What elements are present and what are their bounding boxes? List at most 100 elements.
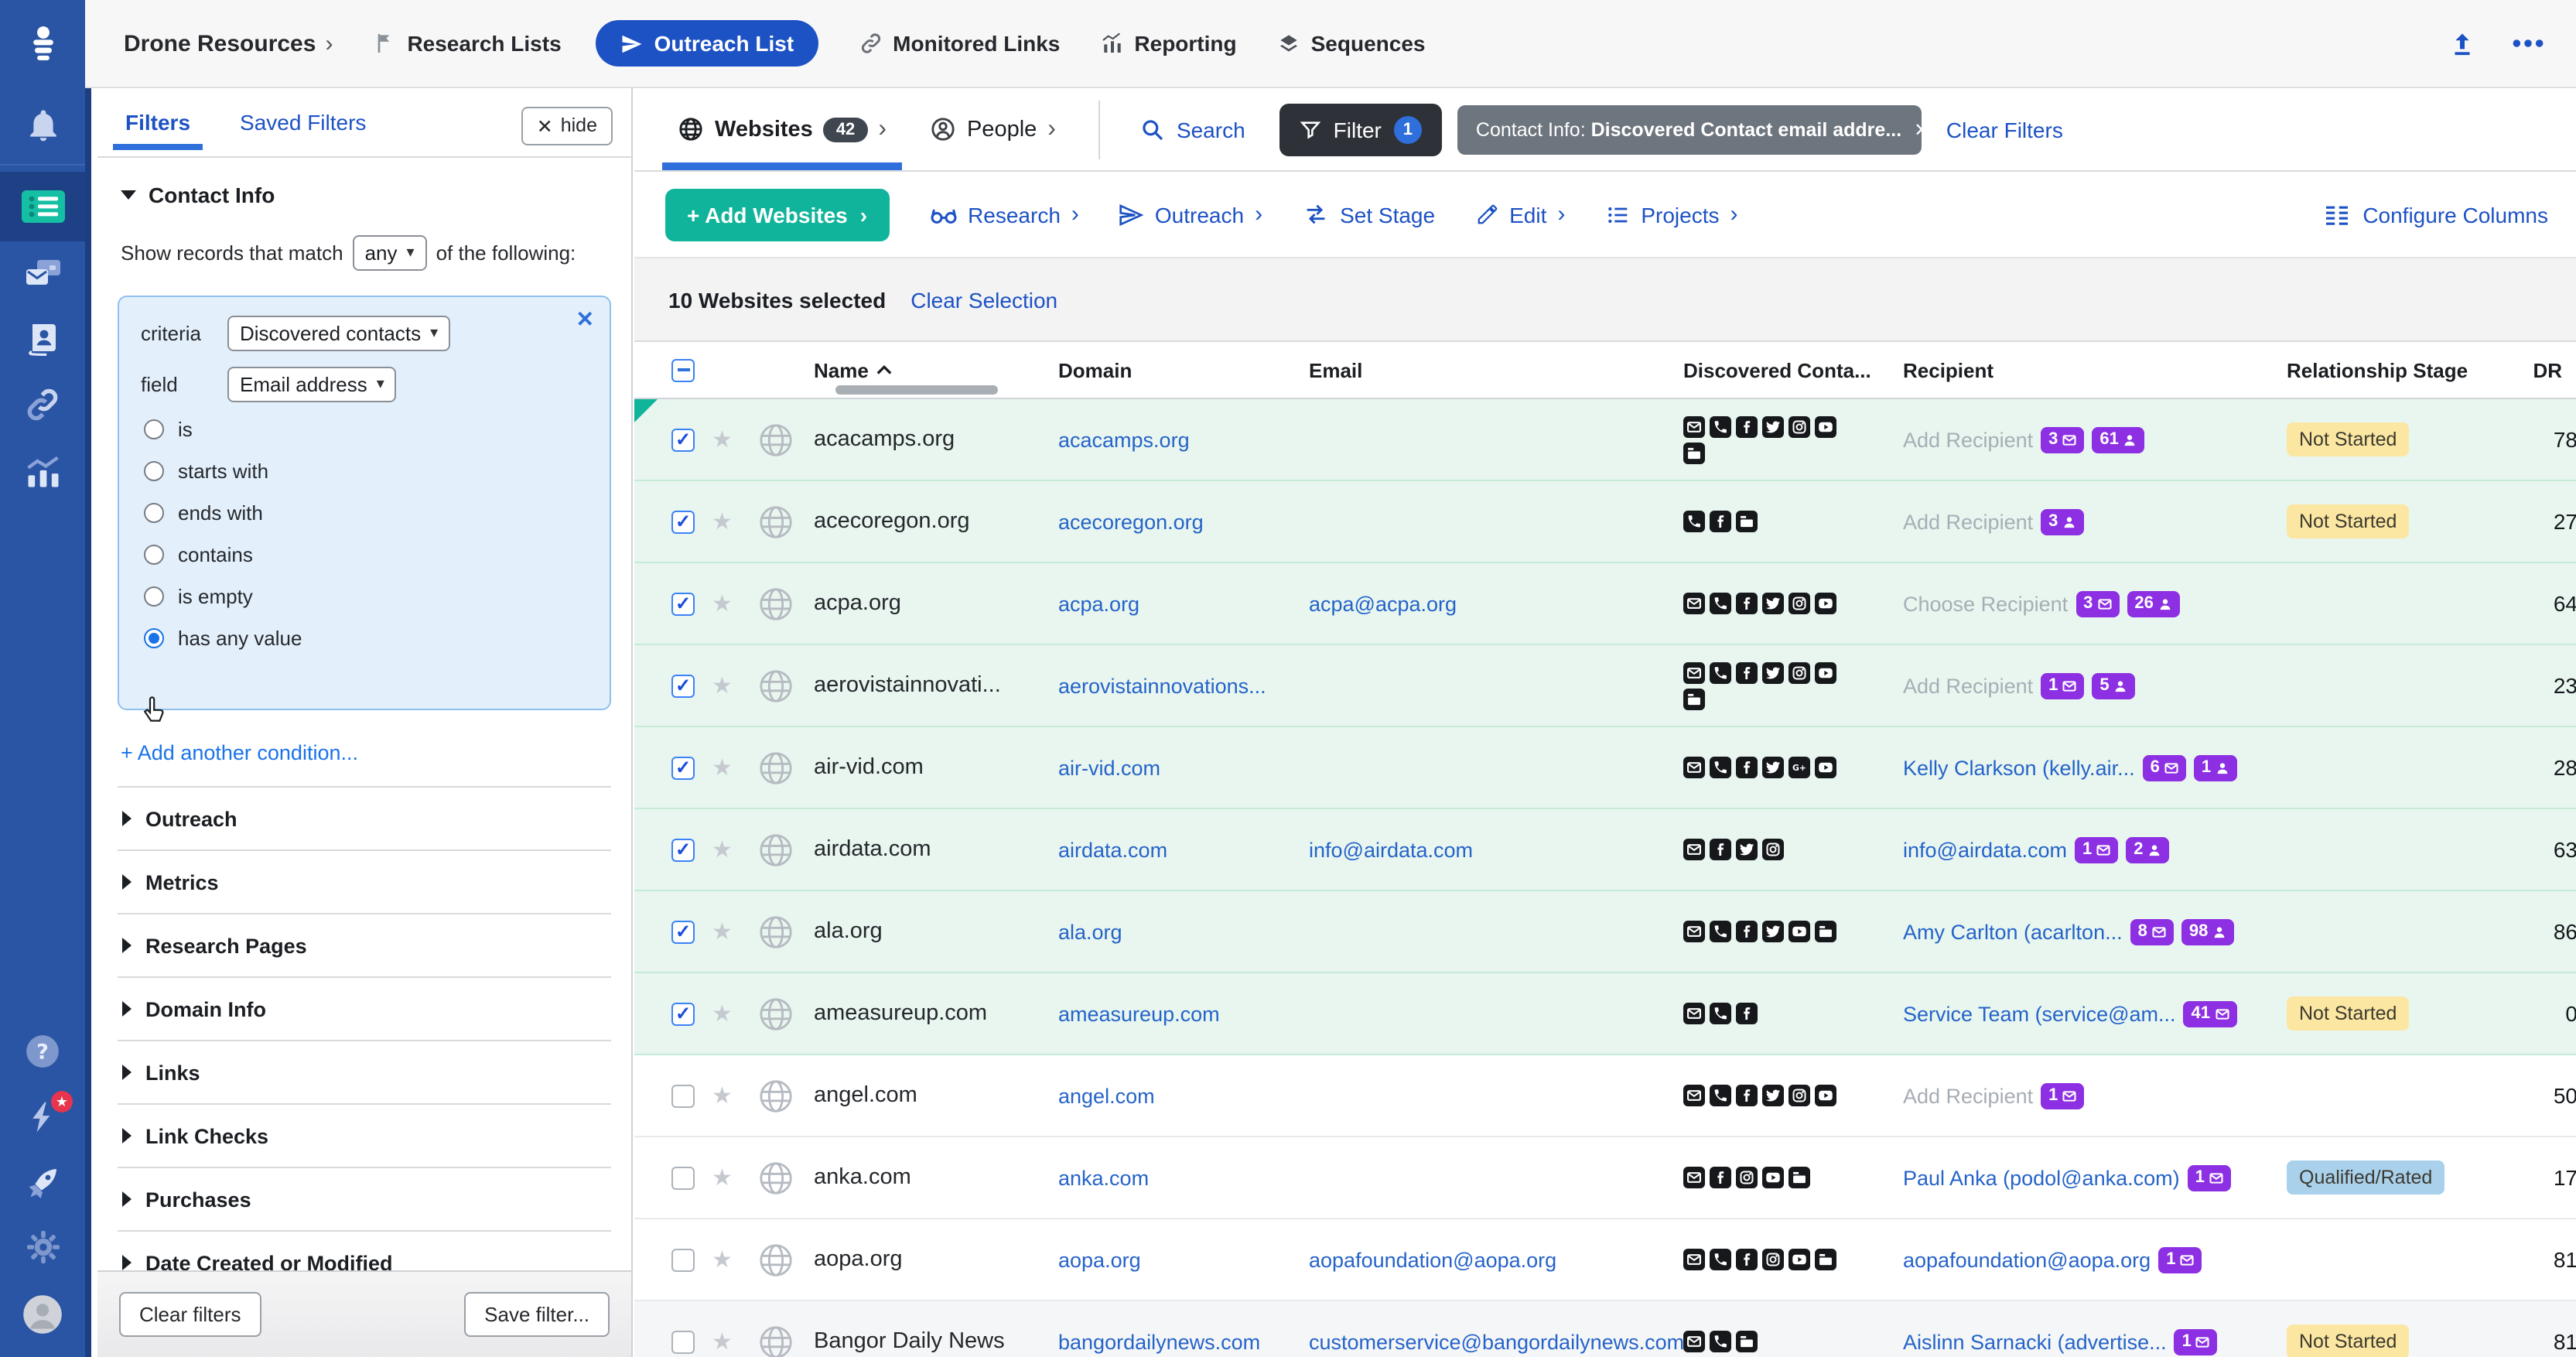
workspace-menu[interactable]: Drone Resources › — [124, 30, 333, 56]
website-name[interactable]: anka.com — [814, 1165, 911, 1190]
facebook-icon[interactable] — [1736, 757, 1758, 778]
website-name[interactable]: air-vid.com — [814, 755, 924, 780]
remove-condition-icon[interactable]: ✕ — [576, 306, 594, 331]
website-email-link[interactable]: aopafoundation@aopa.org — [1309, 1248, 1557, 1271]
filter-section-metrics[interactable]: Metrics — [118, 851, 611, 914]
website-name[interactable]: acpa.org — [814, 591, 901, 616]
radio-option-is[interactable]: is — [144, 418, 591, 441]
notifications-bell-icon[interactable] — [0, 88, 85, 158]
nav-monitored-links[interactable]: Monitored Links — [859, 31, 1060, 56]
hide-filters-button[interactable]: ✕ hide — [521, 106, 613, 145]
email-icon[interactable] — [1683, 415, 1705, 437]
youtube-icon[interactable] — [1815, 1085, 1836, 1106]
favorite-star-icon[interactable]: ★ — [712, 1082, 733, 1109]
recipient-link[interactable]: aopafoundation@aopa.org — [1903, 1248, 2151, 1271]
email-count-badge[interactable]: 3 — [2075, 590, 2120, 617]
card-icon[interactable] — [1736, 1331, 1758, 1352]
column-header-discovered-contacts[interactable]: Discovered Conta... — [1683, 358, 1871, 381]
add-condition-link[interactable]: + Add another condition... — [121, 741, 358, 764]
website-name[interactable]: ameasureup.com — [814, 1001, 988, 1026]
facebook-icon[interactable] — [1710, 1167, 1731, 1188]
criteria-select[interactable]: Discovered contacts ▾ — [227, 316, 451, 351]
clear-filters-link[interactable]: Clear Filters — [1946, 117, 2063, 142]
column-header-recipient[interactable]: Recipient — [1903, 358, 1994, 381]
email-count-badge[interactable]: 41 — [2183, 1000, 2237, 1027]
favorite-star-icon[interactable]: ★ — [712, 590, 733, 617]
recipient-link[interactable]: Service Team (service@am... — [1903, 1002, 2176, 1025]
website-domain-link[interactable]: ala.org — [1058, 920, 1122, 943]
website-email-link[interactable]: customerservice@bangordailynews.com — [1309, 1330, 1685, 1353]
email-icon[interactable] — [1683, 1085, 1705, 1106]
table-row[interactable]: ✓ ★ air-vid.com air-vid.com G+ Kelly Clarkson… — [634, 727, 2576, 809]
instagram-icon[interactable] — [1789, 661, 1810, 683]
twitter-icon[interactable] — [1736, 839, 1758, 860]
instagram-icon[interactable] — [1762, 839, 1784, 860]
facebook-icon[interactable] — [1710, 511, 1731, 532]
favorite-star-icon[interactable]: ★ — [712, 672, 733, 699]
favorite-star-icon[interactable]: ★ — [712, 836, 733, 863]
contact-count-badge[interactable]: 98 — [2181, 918, 2235, 945]
radio-option-is-empty[interactable]: is empty — [144, 585, 591, 608]
column-header-email[interactable]: Email — [1309, 358, 1363, 381]
contact-count-badge[interactable]: 5 — [2092, 672, 2136, 699]
twitter-icon[interactable] — [1762, 921, 1784, 942]
card-icon[interactable] — [1683, 442, 1705, 463]
phone-icon[interactable] — [1710, 1249, 1731, 1270]
field-select[interactable]: Email address ▾ — [227, 367, 397, 402]
contact-count-badge[interactable]: 1 — [2193, 754, 2238, 781]
nav-outreach-list[interactable]: Outreach List — [595, 20, 819, 67]
website-name[interactable]: acecoregon.org — [814, 509, 970, 534]
sidebar-item-contacts[interactable] — [0, 306, 85, 371]
row-checkbox[interactable]: ✓ — [671, 756, 695, 779]
filter-section-outreach[interactable]: Outreach — [118, 788, 611, 851]
radio-icon[interactable] — [144, 419, 164, 439]
card-icon[interactable] — [1683, 688, 1705, 709]
youtube-icon[interactable] — [1815, 661, 1836, 683]
table-row[interactable]: ✓ ★ airdata.com airdata.com info@airdata.com… — [634, 809, 2576, 891]
nav-sequences[interactable]: Sequences — [1277, 31, 1426, 56]
contact-count-badge[interactable]: 3 — [2041, 508, 2085, 535]
recipient-placeholder[interactable]: Add Recipient — [1903, 428, 2034, 451]
phone-icon[interactable] — [1710, 1003, 1731, 1024]
email-icon[interactable] — [1683, 757, 1705, 778]
row-checkbox[interactable]: ✓ — [671, 674, 695, 697]
table-row[interactable]: ✓ ★ acacamps.org acacamps.org Add Recipient 3… — [634, 399, 2576, 481]
twitter-icon[interactable] — [1762, 661, 1784, 683]
row-checkbox[interactable]: ✓ — [671, 838, 695, 861]
recipient-link[interactable]: info@airdata.com — [1903, 838, 2068, 861]
website-email-link[interactable]: acpa@acpa.org — [1309, 592, 1457, 615]
column-header-domain[interactable]: Domain — [1058, 358, 1133, 381]
card-icon[interactable] — [1815, 1249, 1836, 1270]
radio-icon[interactable] — [144, 586, 164, 607]
settings-gear-icon[interactable] — [0, 1215, 85, 1280]
radio-icon[interactable] — [144, 503, 164, 523]
contact-count-badge[interactable]: 2 — [2126, 836, 2170, 863]
select-all-checkbox[interactable] — [671, 358, 695, 381]
website-name[interactable]: ala.org — [814, 919, 883, 944]
column-header-relationship-stage[interactable]: Relationship Stage — [2287, 358, 2468, 381]
email-count-badge[interactable]: 1 — [2075, 836, 2119, 863]
favorite-star-icon[interactable]: ★ — [712, 1328, 733, 1355]
add-websites-button[interactable]: + Add Websites › — [665, 188, 890, 241]
row-checkbox[interactable]: ✓ — [671, 592, 695, 615]
phone-icon[interactable] — [1710, 593, 1731, 614]
email-count-badge[interactable]: 1 — [2158, 1246, 2202, 1273]
email-count-badge[interactable]: 1 — [2187, 1164, 2231, 1191]
facebook-icon[interactable] — [1736, 593, 1758, 614]
twitter-icon[interactable] — [1762, 415, 1784, 437]
nav-reporting[interactable]: Reporting — [1100, 31, 1237, 56]
phone-icon[interactable] — [1683, 511, 1705, 532]
twitter-icon[interactable] — [1762, 593, 1784, 614]
favorite-star-icon[interactable]: ★ — [712, 426, 733, 453]
facebook-icon[interactable] — [1736, 1003, 1758, 1024]
recipient-link[interactable]: Kelly Clarkson (kelly.air... — [1903, 756, 2135, 779]
filter-section-links[interactable]: Links — [118, 1041, 611, 1105]
email-icon[interactable] — [1683, 593, 1705, 614]
filter-section-research-pages[interactable]: Research Pages — [118, 914, 611, 978]
clear-filters-button[interactable]: Clear filters — [119, 1292, 261, 1337]
favorite-star-icon[interactable]: ★ — [712, 1246, 733, 1273]
facebook-icon[interactable] — [1736, 415, 1758, 437]
save-filter-button[interactable]: Save filter... — [464, 1292, 610, 1337]
website-domain-link[interactable]: bangordailynews.com — [1058, 1330, 1261, 1353]
table-row[interactable]: ✓ ★ ala.org ala.org Amy Carlton (acarlton...… — [634, 891, 2576, 973]
